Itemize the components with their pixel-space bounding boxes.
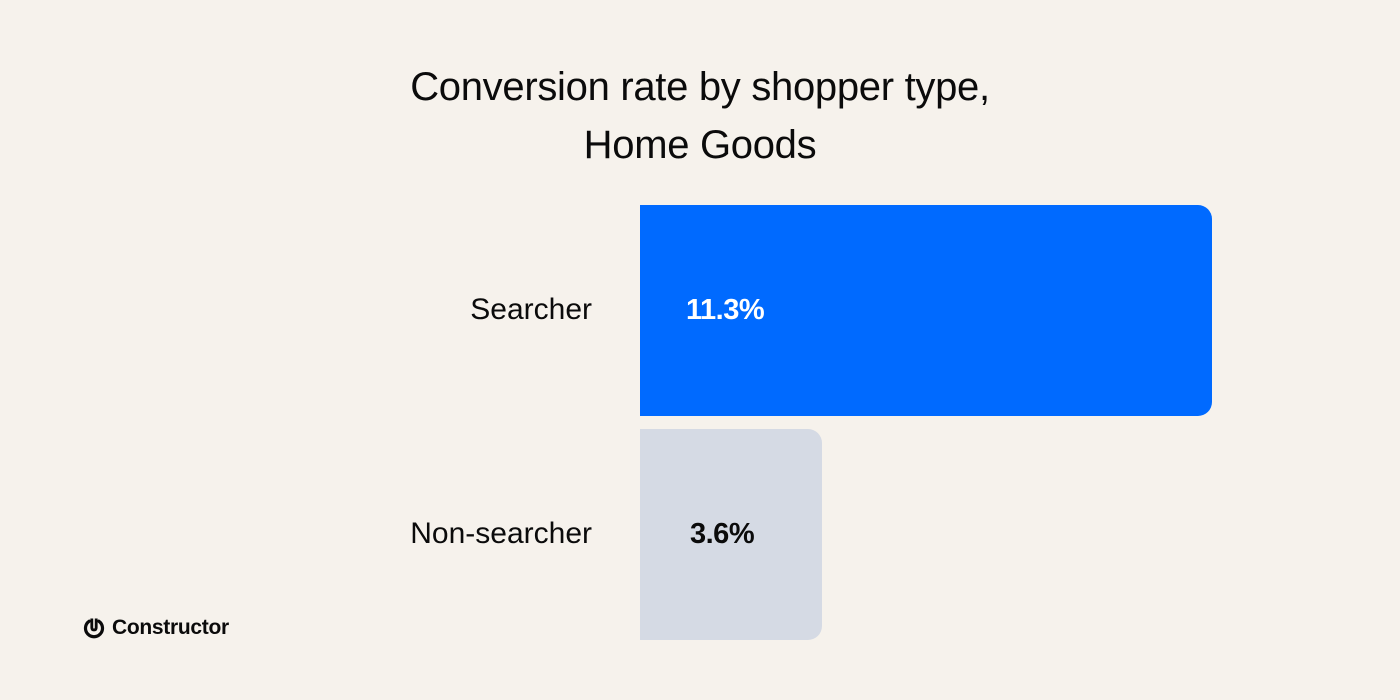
- bar-non-searcher: [640, 429, 823, 640]
- category-label: Searcher: [470, 292, 592, 326]
- bar-searcher: [640, 205, 1212, 416]
- chart-title-line-1: Conversion rate by shopper type,: [410, 65, 990, 109]
- chart-title: Conversion rate by shopper type, Home Go…: [0, 58, 1400, 174]
- constructor-logo: Constructor: [82, 616, 229, 640]
- value-label: 11.3%: [686, 293, 765, 326]
- chart-title-line-2: Home Goods: [583, 123, 817, 167]
- category-label: Non-searcher: [410, 516, 592, 550]
- value-label: 3.6%: [690, 517, 755, 550]
- brand-name: Constructor: [112, 616, 229, 639]
- power-icon: [83, 618, 105, 639]
